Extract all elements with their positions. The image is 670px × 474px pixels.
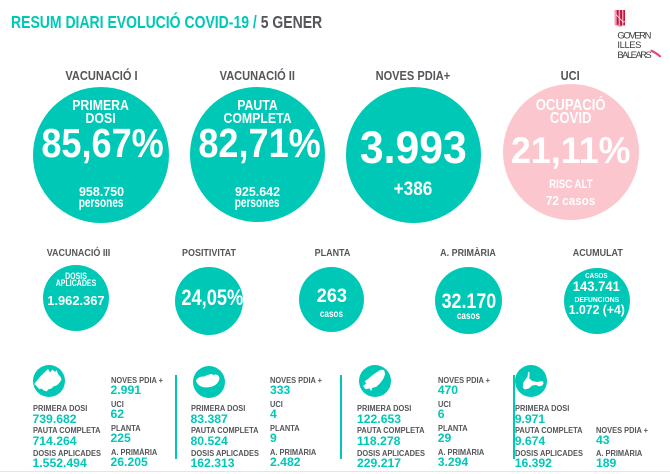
- svg-text:ILLES: ILLES: [617, 39, 641, 50]
- svg-text:GOVERN: GOVERN: [617, 29, 651, 40]
- svg-text:BALEARS: BALEARS: [617, 49, 651, 60]
